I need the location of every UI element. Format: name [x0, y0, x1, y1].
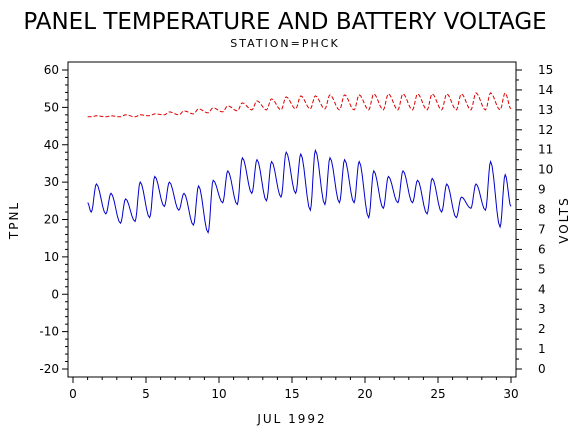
y-right-tick-label: 9: [538, 183, 546, 197]
y-axis-right-label: VOLTS: [557, 196, 570, 243]
x-tick-label: 10: [211, 387, 226, 401]
y-right-tick-label: 11: [538, 143, 553, 157]
y-right-tick-label: 13: [538, 103, 553, 117]
y-right-tick-label: 3: [538, 302, 546, 316]
y-left-tick-label: 30: [44, 175, 59, 189]
x-tick-label: 15: [284, 387, 299, 401]
x-tick-label: 0: [69, 387, 77, 401]
series-layer: [87, 92, 512, 235]
y-right-tick-label: 8: [538, 203, 546, 217]
chart-subtitle: STATION=PHCK: [230, 37, 339, 50]
y-axis-left-label: TPNL: [7, 201, 21, 240]
y-right-tick-label: 14: [538, 83, 553, 97]
y-right-tick-label: 7: [538, 222, 546, 236]
x-tick-label: 30: [503, 387, 518, 401]
y-left-tick-label: -20: [39, 362, 59, 376]
battery-voltage-line: [87, 92, 512, 118]
y-left-tick-label: 0: [51, 287, 59, 301]
y-right-tick-label: 0: [538, 362, 546, 376]
y-right-tick-label: 5: [538, 262, 546, 276]
y-right-tick-label: 6: [538, 242, 546, 256]
axes-layer: 0 5 10 15 20 25 30-20-100102030405060012345678…: [39, 61, 553, 401]
y-right-tick-label: 10: [538, 163, 553, 177]
chart-title: PANEL TEMPERATURE AND BATTERY VOLTAGE: [23, 9, 546, 35]
y-left-tick-label: 10: [44, 250, 59, 264]
x-axis-label: JUL 1992: [256, 412, 326, 426]
y-left-tick-label: 60: [44, 63, 59, 77]
y-right-tick-label: 2: [538, 322, 546, 336]
y-left-tick-label: 40: [44, 138, 59, 152]
x-tick-label: 5: [142, 387, 150, 401]
y-right-tick-label: 12: [538, 123, 553, 137]
y-right-tick-label: 4: [538, 282, 546, 296]
panel-temperature-line: [87, 148, 512, 235]
y-left-tick-label: -10: [39, 325, 59, 339]
y-left-tick-label: 50: [44, 100, 59, 114]
y-right-tick-label: 1: [538, 342, 546, 356]
x-tick-label: 25: [430, 387, 445, 401]
x-tick-label: 20: [357, 387, 372, 401]
y-right-tick-label: 15: [538, 63, 553, 77]
y-left-tick-label: 20: [44, 213, 59, 227]
